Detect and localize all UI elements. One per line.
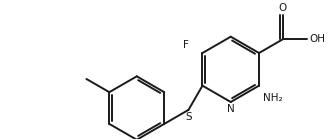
Text: NH₂: NH₂: [263, 93, 282, 102]
Text: OH: OH: [309, 34, 325, 44]
Text: S: S: [185, 112, 192, 122]
Text: F: F: [183, 40, 188, 50]
Text: O: O: [279, 3, 287, 13]
Text: N: N: [227, 104, 234, 114]
